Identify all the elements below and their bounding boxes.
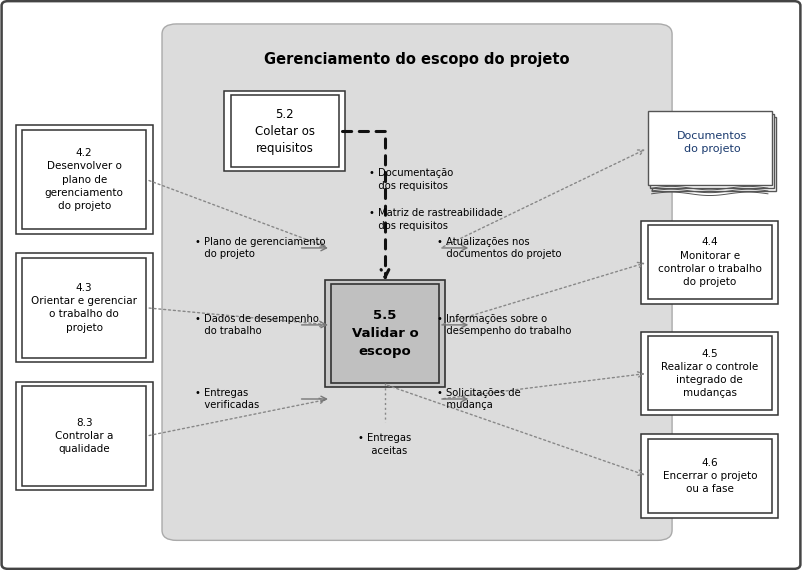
FancyBboxPatch shape — [162, 24, 672, 540]
Bar — [330, 284, 439, 383]
Bar — [650, 114, 774, 188]
Bar — [22, 386, 146, 486]
Text: • Atualizações nos
   documentos do projeto: • Atualizações nos documentos do projeto — [437, 237, 561, 259]
Bar — [15, 382, 152, 490]
Text: • Matriz de rastreabilidade
   dos requisitos: • Matriz de rastreabilidade dos requisit… — [369, 208, 503, 231]
Text: • Dados de desempenho
   do trabalho: • Dados de desempenho do trabalho — [195, 314, 318, 336]
Text: • Entregas
   aceitas: • Entregas aceitas — [358, 433, 411, 456]
Bar — [651, 117, 776, 191]
Bar — [648, 439, 772, 513]
Text: 5.5
Validar o
escopo: 5.5 Validar o escopo — [351, 309, 419, 358]
Text: 5.2
Coletar os
requisitos: 5.2 Coletar os requisitos — [255, 108, 314, 154]
Text: 4.2
Desenvolver o
plano de
gerenciamento
do projeto: 4.2 Desenvolver o plano de gerenciamento… — [45, 148, 124, 211]
Bar — [231, 95, 339, 166]
Bar — [648, 336, 772, 410]
Text: • Documentação
   dos requisitos: • Documentação dos requisitos — [369, 168, 453, 191]
Text: • Plano de gerenciamento
   do projeto: • Plano de gerenciamento do projeto — [195, 237, 326, 259]
Text: 4.4
Monitorar e
controlar o trabalho
do projeto: 4.4 Monitorar e controlar o trabalho do … — [658, 237, 762, 287]
Text: 4.3
Orientar e gerenciar
o trabalho do
projeto: 4.3 Orientar e gerenciar o trabalho do p… — [31, 283, 137, 333]
Text: Documentos
do projeto: Documentos do projeto — [677, 131, 747, 154]
Text: • Informações sobre o
   desempenho do trabalho: • Informações sobre o desempenho do trab… — [437, 314, 572, 336]
Bar — [648, 111, 772, 185]
Text: 4.6
Encerrar o projeto
ou a fase: 4.6 Encerrar o projeto ou a fase — [662, 458, 757, 494]
Bar — [641, 434, 778, 518]
Text: • Entregas
   verificadas: • Entregas verificadas — [195, 388, 259, 410]
Bar — [22, 258, 146, 358]
Bar — [648, 225, 772, 299]
Bar — [15, 253, 152, 363]
Bar — [224, 91, 345, 171]
Bar — [22, 130, 146, 229]
Bar — [15, 125, 152, 234]
Text: Gerenciamento do escopo do projeto: Gerenciamento do escopo do projeto — [265, 52, 569, 67]
Bar — [641, 332, 778, 415]
Text: 8.3
Controlar a
qualidade: 8.3 Controlar a qualidade — [55, 418, 113, 454]
Text: 4.5
Realizar o controle
integrado de
mudanças: 4.5 Realizar o controle integrado de mud… — [661, 348, 759, 398]
Bar — [641, 221, 778, 304]
Bar — [325, 279, 444, 388]
Text: • Solicitações de
   mudança: • Solicitações de mudança — [437, 388, 520, 410]
